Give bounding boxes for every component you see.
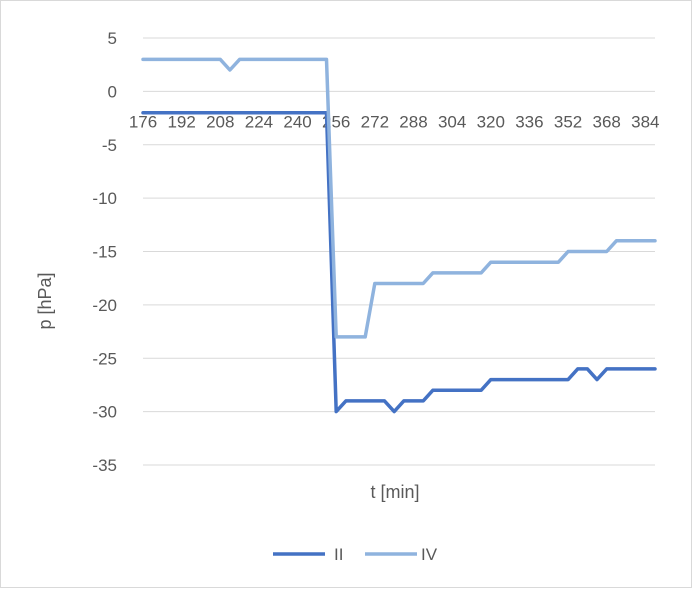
x-tick-label: 208	[206, 112, 234, 131]
series-line-II	[141, 110, 657, 414]
x-tick-label: 192	[167, 112, 195, 131]
x-tick-label: 352	[554, 112, 582, 131]
y-tick-label: 0	[108, 82, 117, 101]
y-tick-label: 5	[108, 29, 117, 48]
legend-label-II: II	[334, 545, 343, 564]
y-tick-label: -10	[92, 189, 117, 208]
x-tick-label: 336	[515, 112, 543, 131]
x-tick-label: 176	[129, 112, 157, 131]
x-tick-label: 320	[477, 112, 505, 131]
series-line-IV	[141, 57, 657, 339]
x-tick-label: 304	[438, 112, 466, 131]
y-axis-title: p [hPa]	[35, 272, 55, 329]
x-tick-label: 368	[593, 112, 621, 131]
y-tick-label: -35	[92, 456, 117, 475]
x-tick-label: 288	[399, 112, 427, 131]
grid-lines	[143, 37, 655, 466]
y-tick-label: -5	[102, 136, 117, 155]
x-tick-label: 384	[631, 112, 659, 131]
x-tick-label: 272	[361, 112, 389, 131]
y-axis-ticks: 5 0 -5 -10 -15 -20 -25 -30 -35	[92, 29, 117, 475]
legend-label-IV: IV	[421, 545, 438, 564]
y-tick-label: -25	[92, 349, 117, 368]
x-tick-label: 224	[245, 112, 273, 131]
x-axis-ticks: 176 192 208 224 240 256 272 288 304 320 336 352 368 3…	[129, 112, 660, 131]
x-axis-title: t [min]	[370, 482, 419, 502]
y-tick-label: -15	[92, 243, 117, 262]
legend: II IV	[273, 545, 438, 564]
y-tick-label: -20	[92, 296, 117, 315]
series-lines	[141, 57, 657, 414]
x-tick-label: 240	[283, 112, 311, 131]
y-tick-label: -30	[92, 403, 117, 422]
